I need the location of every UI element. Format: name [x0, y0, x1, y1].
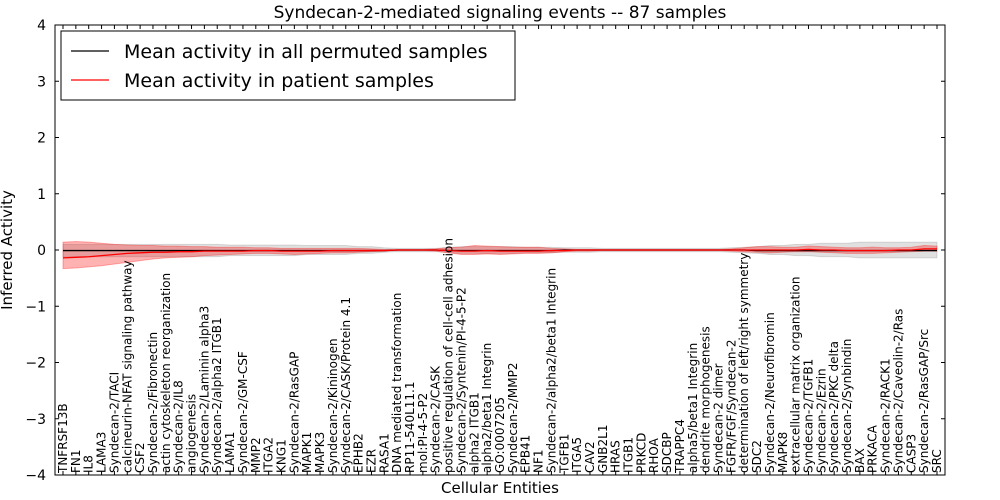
x-category-label: Syndecan-2/IL8 [172, 380, 186, 473]
x-category-label: Syndecan-2/Ezrin [814, 368, 828, 473]
y-tick-label: 2 [37, 131, 46, 147]
y-tick-label: 0 [37, 243, 46, 259]
x-category-label: MMP2 [249, 437, 263, 473]
x-category-label: LAMA1 [223, 432, 237, 473]
x-category-label: calcineurin-NFAT signaling pathway [120, 260, 134, 473]
x-category-label: EPB41 [519, 435, 533, 473]
series-lines [62, 248, 937, 259]
x-category-label: RASA1 [377, 433, 391, 473]
x-category-label: Syndecan-2/GM-CSF [236, 351, 250, 473]
x-category-label: Syndecan-2/RasGAP/Src [917, 329, 931, 473]
x-category-label: actin cytoskeleton reorganization [159, 273, 173, 473]
x-category-label: Syndecan-2/RACK1 [879, 358, 893, 473]
legend-box [60, 30, 516, 101]
y-tick-label: −2 [25, 356, 46, 372]
x-category-label: alpha5/beta1 Integrin [686, 343, 700, 473]
x-category-label: Syndecan-2/Caveolin-2/Ras [891, 309, 905, 473]
x-category-label: CASP3 [904, 434, 918, 473]
x-category-label: Syndecan-2/PKC delta [827, 341, 841, 473]
y-tick-label: −1 [25, 299, 46, 315]
x-axis-label: Cellular Entities [441, 479, 559, 497]
x-category-label: Syndecan-2/Laminin alpha3 [197, 306, 211, 473]
x-category-label: Syndecan-2/alpha2/beta1 Integrin [544, 268, 558, 473]
chart-title: Syndecan-2-mediated signaling events -- … [274, 3, 727, 23]
x-category-label: PRKCD [634, 433, 648, 473]
x-axis-category-labels: TNFRSF13BFN1IL8LAMA3Syndecan-2/TACIcalci… [56, 25, 944, 475]
x-category-label: GNB2L1 [596, 425, 610, 473]
x-category-label: determination of left/right symmetry [737, 253, 751, 473]
y-axis-ticks: 4 3 2 1 0 −1 −2 −3 −4 [25, 18, 945, 484]
x-category-label: BAX [853, 448, 867, 473]
legend-label-2: Mean activity in patient samples [124, 70, 434, 92]
x-category-label: ITGB1 [622, 437, 636, 473]
x-category-label: Syndecan-2/Synbindin [840, 339, 854, 473]
y-tick-label: 4 [37, 18, 46, 34]
x-category-label: LAMA3 [95, 432, 109, 473]
x-category-label: FN1 [69, 449, 83, 473]
x-category-label: EPHB2 [352, 433, 366, 473]
x-category-label: Syndecan-2/MMP2 [506, 363, 520, 473]
x-category-label: MAPK3 [313, 432, 327, 473]
x-category-label: Syndecan-2/TGFB1 [801, 359, 815, 473]
x-category-label: Syndecan-2/Fibronectin [146, 332, 160, 473]
x-category-label: dendrite morphogenesis [699, 326, 713, 473]
x-category-label: NF1 [532, 449, 546, 473]
x-category-label: ITGA5 [570, 437, 584, 473]
x-category-label: KNG1 [275, 439, 289, 473]
x-category-label: extracellular matrix organization [789, 277, 803, 474]
x-category-label: CAV2 [583, 441, 597, 473]
x-category-label: IL8 [82, 455, 96, 473]
x-category-label: HRAS [609, 440, 623, 473]
legend: Mean activity in all permuted samples Mea… [60, 30, 516, 101]
y-axis-label: Inferred Activity [0, 190, 16, 310]
legend-label-1: Mean activity in all permuted samples [124, 41, 487, 63]
x-category-label: SRC [930, 449, 944, 473]
x-category-label: RP11-540L11.1 [403, 382, 417, 473]
x-category-label: angiogenesis [185, 394, 199, 473]
x-category-label: Syndecan-2/Neurofibromin [763, 312, 777, 473]
x-category-label: SDCBP [660, 432, 674, 473]
x-category-label: RHOA [647, 437, 661, 473]
x-category-label: CSF2 [133, 442, 147, 473]
x-category-label: SDC2 [750, 440, 764, 473]
x-category-label: MAPK8 [776, 432, 790, 473]
y-tick-label: −3 [25, 412, 46, 428]
x-category-label: ITGA2 [262, 437, 276, 473]
y-tick-label: 3 [37, 74, 46, 90]
x-category-label: alpha2 ITGB1 [467, 392, 481, 473]
x-category-label: Syndecan-2/Kininogen [326, 338, 340, 473]
x-category-label: TRAPPC4 [673, 419, 687, 474]
x-category-label: Syndecan-2/CASK/Protein 4.1 [339, 297, 353, 473]
x-category-label: alpha2/beta1 Integrin [480, 343, 494, 473]
x-category-label: EZR [364, 449, 378, 473]
x-category-label: FGFR/FGF/Syndecan-2 [724, 340, 738, 473]
x-category-label: Syndecan-2/TACI [107, 372, 121, 473]
x-category-label: TNFRSF13B [56, 403, 70, 474]
series-line-2 [62, 248, 937, 259]
x-category-label: Syndecan-2/RasGAP [287, 352, 301, 473]
plot-frame [54, 24, 946, 476]
y-tick-label: 1 [37, 187, 46, 203]
x-category-label: PRKACA [866, 424, 880, 473]
x-category-label: DNA mediated transformation [390, 293, 404, 473]
x-category-label: Syndecan-2/CASK [429, 365, 443, 473]
x-category-label: Syndecan-2/alpha2 ITGB1 [210, 317, 224, 473]
x-category-label: Syndecan-2/Syntenin/PI-4-5-P2 [454, 287, 468, 473]
y-tick-label: −4 [25, 468, 46, 484]
x-category-label: TGFB1 [557, 434, 571, 474]
x-category-label: MAPK1 [300, 432, 314, 473]
x-category-label: mol:PI-4-5-P2 [416, 393, 430, 473]
x-category-label: Syndecan-2 dimer [712, 363, 726, 473]
x-category-label: positive regulation of cell-cell adhesio… [442, 238, 456, 473]
x-category-label: GO:0007205 [493, 397, 507, 473]
